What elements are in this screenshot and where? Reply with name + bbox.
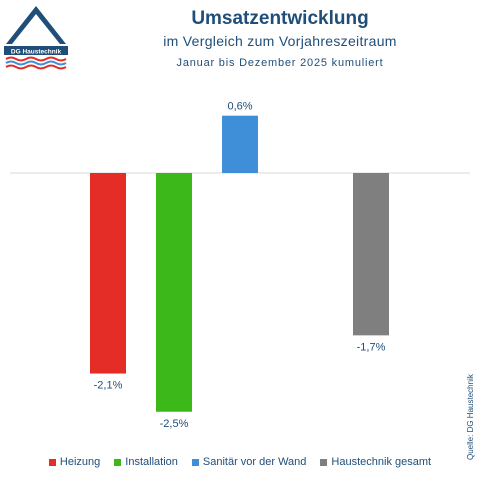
legend-label: Heizung [59,456,101,468]
chart-subtitle: im Vergleich zum Vorjahreszeitraum [163,33,397,49]
roof-icon [6,6,66,44]
bar-value-label-0: -2,1% [94,380,123,392]
chart-legend: Heizung Installation Sanitär vor der Wand H… [0,456,480,468]
bar-value-label-3: -1,7% [357,341,386,353]
legend-item-1: Installation [114,456,178,468]
legend-item-3: Haustechnik gesamt [320,456,431,468]
legend-label: Sanitär vor der Wand [202,456,307,468]
legend-swatch [48,458,56,466]
legend-label: Haustechnik gesamt [331,456,432,468]
bar-value-label-1: -2,5% [160,418,189,430]
bar-2 [222,115,258,173]
legend-swatch [191,458,199,466]
legend-swatch [320,458,328,466]
bar-1 [156,173,192,412]
legend-item-0: Heizung [48,456,101,468]
legend-label: Installation [125,456,178,468]
company-logo: DG Haustechnik [4,6,68,70]
legend-swatch [114,458,122,466]
source-note: Quelle: DG Haustechnik [466,374,475,460]
bar-value-label-2: 0,6% [227,101,252,113]
bar-3 [353,173,389,336]
chart-title: Umsatzentwicklung [191,8,369,29]
bar-0 [90,173,126,374]
legend-item-2: Sanitär vor der Wand [191,456,307,468]
chart-period: Januar bis Dezember 2025 kumuliert [176,57,384,69]
logo-text: DG Haustechnik [11,49,62,56]
